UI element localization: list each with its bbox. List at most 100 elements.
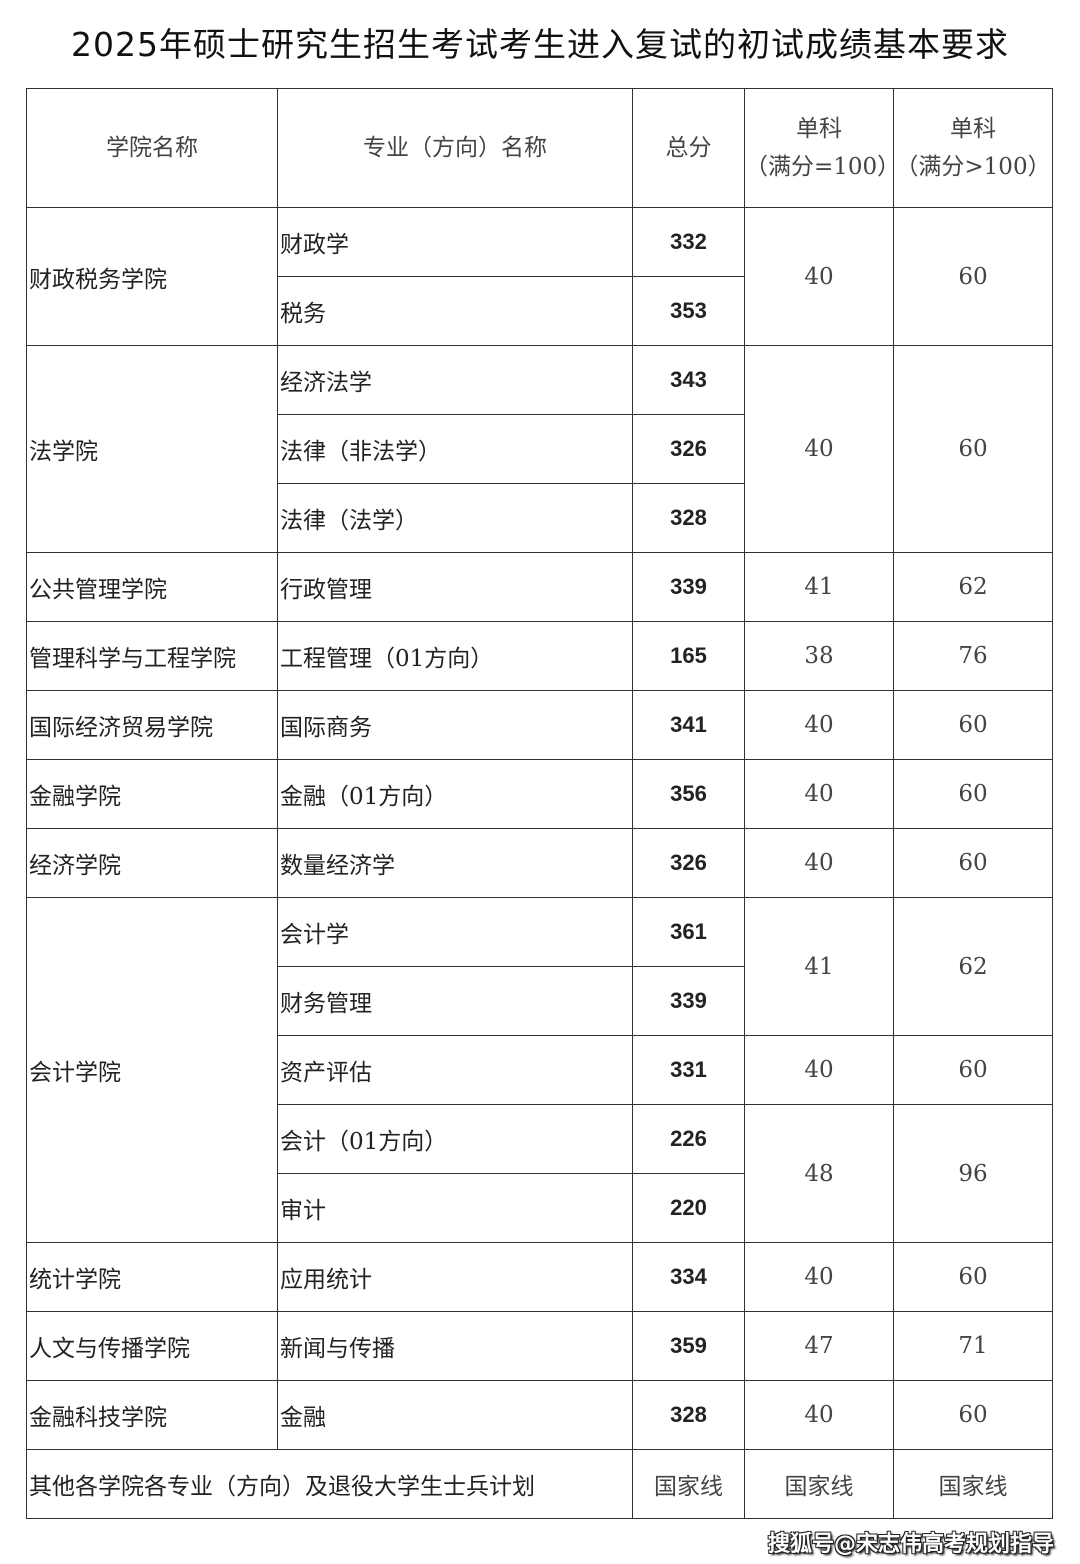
- single-score-gt100: 62: [893, 552, 1053, 622]
- single-score-gt100: 60: [893, 1380, 1053, 1450]
- major-name: 法律（非法学）: [277, 414, 633, 484]
- table-row: 资产评估 331 40 60: [27, 1035, 1053, 1105]
- single-score-gt100: 60: [893, 345, 1053, 553]
- major-name: 法律（法学）: [277, 483, 633, 553]
- table-row: 金融科技学院 金融 328 40 60: [26, 1380, 1053, 1450]
- single-score-gt100: 71: [893, 1311, 1053, 1381]
- table-row: 税务 353: [27, 276, 1053, 346]
- single-score-gt100: 60: [893, 207, 1053, 346]
- single-score-100: 40: [744, 207, 894, 346]
- table-row: 公共管理学院 行政管理 339 41 62: [26, 552, 1053, 622]
- total-score: 339: [632, 552, 745, 622]
- major-name: 金融: [277, 1380, 633, 1450]
- major-name: 审计: [277, 1173, 633, 1243]
- total-score: 328: [632, 1380, 745, 1450]
- total-score: 165: [632, 621, 745, 691]
- major-name: 数量经济学: [277, 828, 633, 898]
- college-name: 国际经济贸易学院: [26, 690, 278, 760]
- page-title: 2025年硕士研究生招生考试考生进入复试的初试成绩基本要求: [71, 25, 1009, 64]
- single-score-gt100: 62: [893, 897, 1053, 1036]
- total-score: 326: [632, 828, 745, 898]
- table-row-other: 其他各学院各专业（方向）及退役大学生士兵计划 国家线 国家线 国家线: [26, 1449, 1053, 1519]
- header-single-label: 单科: [950, 116, 996, 142]
- single-score-gt100: 60: [893, 759, 1053, 829]
- header-single-full-score: （满分=100）: [745, 154, 901, 180]
- table-row: 财政税务学院 财政学 332 40 60: [26, 207, 1053, 346]
- single-score-100: 国家线: [744, 1449, 894, 1519]
- major-name: 财政学: [277, 207, 633, 277]
- college-name: 人文与传播学院: [26, 1311, 278, 1381]
- total-score: 359: [632, 1311, 745, 1381]
- header-total: 总分: [632, 88, 745, 208]
- single-score-gt100: 96: [893, 1104, 1053, 1243]
- table-row: 金融学院 金融（01方向） 356 40 60: [26, 759, 1053, 829]
- total-score: 331: [632, 1035, 745, 1105]
- table-row: 统计学院 应用统计 334 40 60: [26, 1242, 1053, 1312]
- college-name: 金融科技学院: [26, 1380, 278, 1450]
- major-name: 资产评估: [277, 1035, 633, 1105]
- total-score: 343: [632, 345, 745, 415]
- college-name: 经济学院: [26, 828, 278, 898]
- college-name: 公共管理学院: [26, 552, 278, 622]
- major-name: 税务: [277, 276, 633, 346]
- header-single-gt100: 单科 （满分>100）: [893, 88, 1053, 208]
- table-row: 经济学院 数量经济学 326 40 60: [26, 828, 1053, 898]
- single-score-100: 40: [744, 828, 894, 898]
- single-score-gt100: 国家线: [893, 1449, 1053, 1519]
- major-name: 行政管理: [277, 552, 633, 622]
- total-score: 353: [632, 276, 745, 346]
- single-score-100: 40: [744, 1380, 894, 1450]
- single-score-100: 41: [744, 897, 894, 1036]
- header-single-100: 单科 （满分=100）: [744, 88, 900, 208]
- single-score-100: 38: [744, 621, 894, 691]
- college-name: 金融学院: [26, 759, 278, 829]
- total-score: 356: [632, 759, 745, 829]
- table-row: 国际经济贸易学院 国际商务 341 40 60: [26, 690, 1053, 760]
- major-name: 应用统计: [277, 1242, 633, 1312]
- header-college: 学院名称: [26, 88, 278, 208]
- college-name: 会计学院: [26, 897, 278, 1243]
- total-score: 220: [632, 1173, 745, 1243]
- total-score: 332: [632, 207, 745, 277]
- table-row: 审计 220: [27, 1173, 1053, 1243]
- header-row: 学院名称 专业（方向）名称 总分 单科 （满分=100） 单科 （满分>100）: [26, 88, 1053, 208]
- single-score-gt100: 60: [893, 690, 1053, 760]
- total-score: 328: [632, 483, 745, 553]
- major-name: 新闻与传播: [277, 1311, 633, 1381]
- other-programs-label: 其他各学院各专业（方向）及退役大学生士兵计划: [26, 1449, 633, 1519]
- total-score: 334: [632, 1242, 745, 1312]
- table-row: 人文与传播学院 新闻与传播 359 47 71: [26, 1311, 1053, 1381]
- single-score-gt100: 76: [893, 621, 1053, 691]
- major-name: 工程管理（01方向）: [277, 621, 633, 691]
- score-requirements-table: 学院名称 专业（方向）名称 总分 单科 （满分=100） 单科 （满分>100） 财…: [26, 88, 1053, 1519]
- single-score-gt100: 60: [893, 1035, 1053, 1105]
- single-score-100: 40: [744, 1035, 894, 1105]
- college-name: 统计学院: [26, 1242, 278, 1312]
- table-row: 会计学院 会计学 361 41 62: [26, 897, 1053, 1243]
- total-score: 226: [632, 1104, 745, 1174]
- single-score-100: 40: [744, 345, 894, 553]
- single-score-gt100: 60: [893, 828, 1053, 898]
- major-name: 财务管理: [277, 966, 633, 1036]
- total-score: 339: [632, 966, 745, 1036]
- header-single-full-score: （满分>100）: [895, 154, 1051, 180]
- major-name: 会计学: [277, 897, 633, 967]
- total-score: 361: [632, 897, 745, 967]
- header-major: 专业（方向）名称: [277, 88, 633, 208]
- major-name: 国际商务: [277, 690, 633, 760]
- single-score-gt100: 60: [893, 1242, 1053, 1312]
- total-score: 326: [632, 414, 745, 484]
- single-score-100: 41: [744, 552, 894, 622]
- college-name: 财政税务学院: [26, 207, 278, 346]
- major-name: 金融（01方向）: [277, 759, 633, 829]
- single-score-100: 40: [744, 1242, 894, 1312]
- single-score-100: 40: [744, 690, 894, 760]
- major-name: 经济法学: [277, 345, 633, 415]
- table-row: 管理科学与工程学院 工程管理（01方向） 165 38 76: [26, 621, 1053, 691]
- single-score-100: 40: [744, 759, 894, 829]
- college-name: 法学院: [26, 345, 278, 553]
- header-single-label: 单科: [796, 116, 842, 142]
- total-score: 国家线: [632, 1449, 745, 1519]
- watermark: 搜狐号@宋志伟高考规划指导: [767, 1532, 1054, 1557]
- table-row: 法学院 经济法学 343 40 60: [26, 345, 1053, 553]
